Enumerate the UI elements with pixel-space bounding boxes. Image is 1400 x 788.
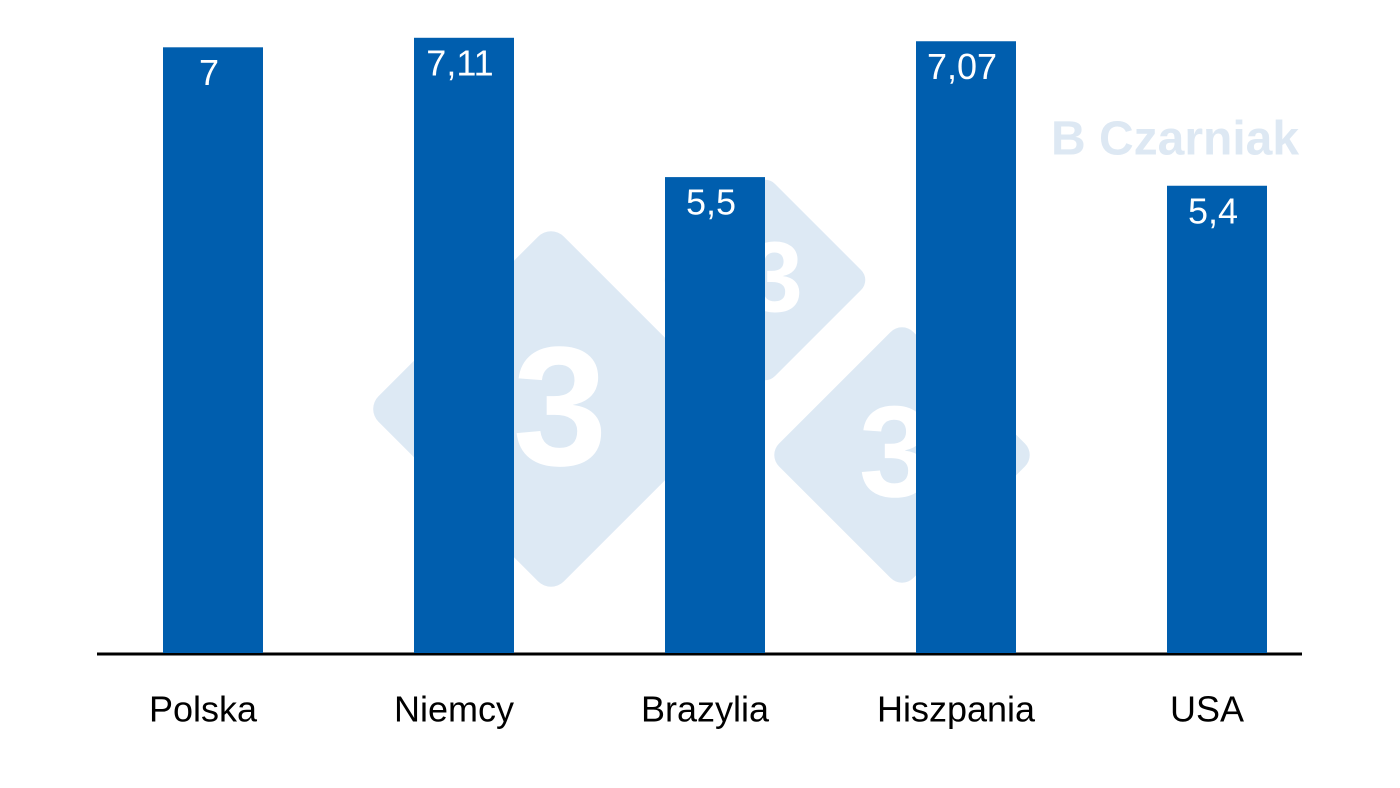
value-label: 7 <box>199 52 219 93</box>
bar <box>163 47 263 654</box>
value-label: 7,11 <box>426 42 493 83</box>
value-label: 5,4 <box>1188 190 1238 231</box>
x-tick-label: USA <box>1170 689 1244 730</box>
x-tick-label: Hiszpania <box>877 689 1036 730</box>
x-tick-label: Polska <box>149 689 258 730</box>
bar <box>916 41 1016 654</box>
value-label: 5,5 <box>686 182 736 223</box>
value-label: 7,07 <box>927 46 997 87</box>
bar <box>1167 185 1267 653</box>
x-tick-label: Brazylia <box>641 689 770 730</box>
logo-digit: 3 <box>513 312 608 502</box>
watermark: B Czarniak <box>1051 113 1299 166</box>
bar <box>414 37 514 654</box>
bar <box>665 177 765 653</box>
x-tick-label: Niemcy <box>394 689 514 730</box>
